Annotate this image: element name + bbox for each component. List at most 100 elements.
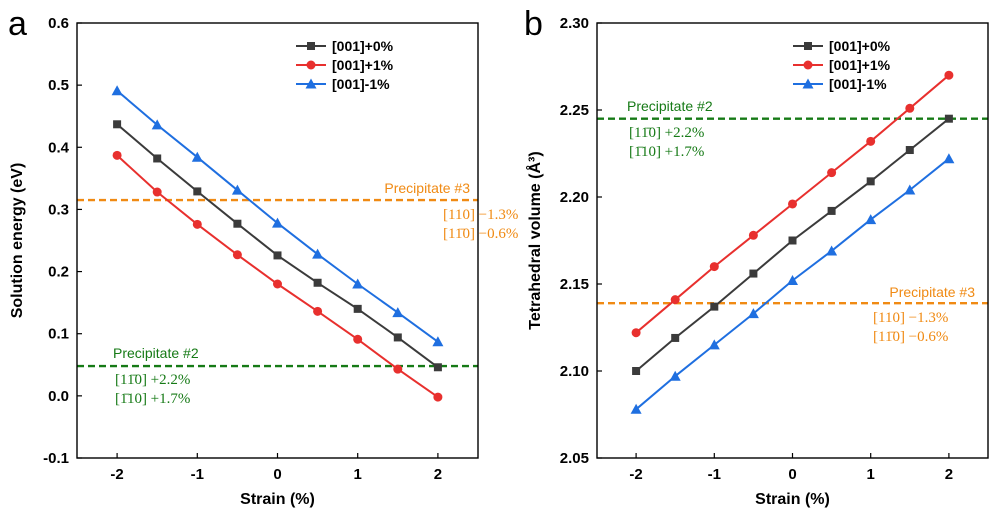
annotation-title: Precipitate #3: [384, 180, 470, 196]
y-tick-label: 2.15: [560, 276, 589, 293]
data-point: [231, 184, 243, 195]
x-tick-label: -1: [191, 466, 204, 483]
data-point: [111, 85, 123, 96]
x-tick-label: 2: [945, 466, 953, 483]
data-point: [393, 333, 402, 342]
legend-label: [001]+0%: [829, 38, 891, 54]
legend-marker: [306, 60, 316, 70]
annotation-title: Precipitate #2: [627, 98, 713, 114]
data-point: [432, 336, 444, 347]
annotation-line: [11̄0] −0.6%: [873, 329, 948, 345]
y-tick-label: 0.2: [48, 264, 69, 281]
panel-letter: b: [524, 5, 543, 43]
data-point: [671, 333, 680, 342]
data-point: [433, 392, 443, 402]
annotation-line: [11̄0] +2.2%: [115, 372, 190, 388]
y-axis-label: Solution energy (eV): [9, 163, 26, 319]
data-point: [272, 217, 283, 228]
data-point: [905, 103, 915, 113]
data-point: [232, 250, 242, 260]
data-point: [392, 307, 404, 318]
series-line: [116, 123, 439, 369]
data-point: [273, 279, 282, 289]
data-point: [826, 245, 838, 256]
data-point: [352, 278, 364, 289]
y-tick-label: 2.05: [560, 450, 589, 467]
x-tick-label: 0: [273, 466, 281, 483]
y-tick-label: -0.1: [43, 450, 69, 467]
data-point: [153, 154, 162, 163]
y-tick-label: 2.25: [560, 102, 589, 119]
data-point: [749, 269, 758, 278]
x-tick-label: 1: [354, 466, 362, 483]
x-axis-label: Strain (%): [240, 491, 315, 508]
data-point: [312, 248, 324, 259]
annotation-line: [1̄10] +1.7%: [629, 144, 704, 160]
data-point: [865, 214, 877, 225]
y-tick-label: 0.6: [48, 15, 69, 32]
data-point: [788, 199, 797, 209]
data-point: [233, 219, 242, 228]
data-point: [152, 187, 162, 197]
data-point: [313, 278, 322, 287]
y-tick-label: 2.30: [560, 15, 589, 32]
data-point: [669, 370, 681, 381]
data-point: [393, 364, 403, 374]
chart-panel-a: a Precipitate #3 [110] −1.3% [11̄0] −0.6% Pr…: [8, 5, 518, 508]
data-point: [944, 70, 954, 80]
data-point: [787, 275, 798, 286]
y-tick-label: 0.5: [48, 77, 69, 94]
data-point: [273, 251, 282, 260]
panel-letter: a: [8, 5, 27, 43]
legend-marker: [804, 42, 812, 50]
data-point: [191, 151, 203, 162]
data-point: [827, 168, 837, 178]
annotation-line: [110] −1.3%: [873, 310, 948, 326]
data-point: [113, 120, 122, 129]
data-point: [433, 363, 442, 372]
data-point: [709, 262, 719, 272]
y-tick-label: 2.20: [560, 189, 589, 206]
data-point: [944, 114, 953, 123]
legend-marker: [307, 42, 315, 50]
data-point: [670, 295, 680, 305]
annotation-title: Precipitate #3: [889, 284, 975, 300]
data-point: [112, 150, 122, 160]
legend-label: [001]-1%: [829, 76, 887, 92]
legend-label: [001]+1%: [829, 57, 891, 73]
series-line: [116, 89, 439, 343]
legend-marker: [802, 78, 814, 89]
x-tick-label: -2: [110, 466, 123, 483]
data-point: [151, 119, 163, 130]
data-point: [904, 184, 916, 195]
y-tick-label: 2.10: [560, 363, 589, 380]
x-tick-label: 0: [788, 466, 796, 483]
data-point: [631, 328, 641, 338]
data-point: [827, 206, 836, 215]
legend-marker: [803, 60, 813, 70]
data-point: [313, 306, 323, 316]
data-point: [905, 146, 914, 155]
legend-label: [001]+0%: [332, 38, 394, 54]
data-point: [353, 304, 362, 313]
legend-label: [001]-1%: [332, 76, 390, 92]
data-point: [192, 219, 202, 229]
data-point: [632, 367, 641, 375]
y-tick-label: 0.1: [48, 326, 69, 343]
annotation-line: [11̄0] +2.2%: [629, 125, 704, 141]
data-point: [708, 339, 720, 350]
y-axis-label: Tetrahedral volume (Å³): [525, 151, 544, 329]
x-tick-label: -1: [708, 466, 721, 483]
data-point: [943, 153, 955, 164]
x-tick-label: 1: [867, 466, 875, 483]
data-point: [193, 187, 202, 196]
y-tick-label: 0.0: [48, 388, 69, 405]
y-tick-label: 0.4: [48, 139, 70, 156]
legend-label: [001]+1%: [332, 57, 394, 73]
annotation-line: [1̄10] +1.7%: [115, 391, 190, 407]
data-point: [710, 302, 719, 311]
x-tick-label: -2: [629, 466, 642, 483]
chart-panel-b: b Precipitate #2 [11̄0] +2.2% [1̄10] +1.7% P…: [524, 5, 989, 508]
